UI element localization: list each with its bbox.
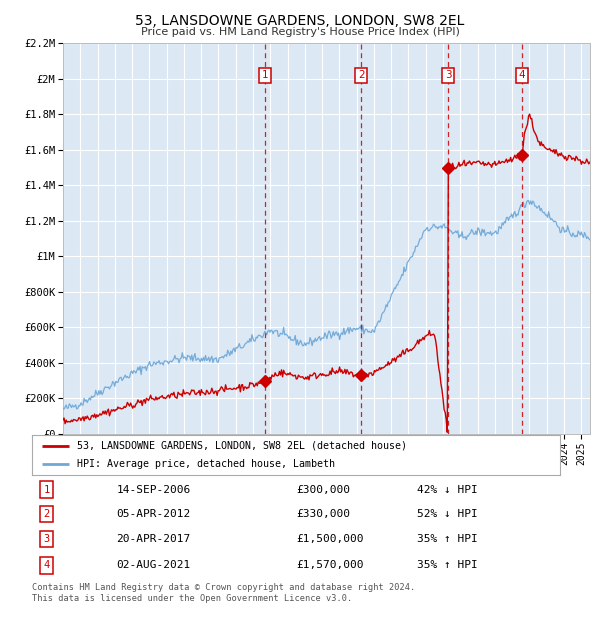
Text: 53, LANSDOWNE GARDENS, LONDON, SW8 2EL: 53, LANSDOWNE GARDENS, LONDON, SW8 2EL xyxy=(136,14,464,28)
Text: £1,570,000: £1,570,000 xyxy=(296,560,364,570)
Text: 42% ↓ HPI: 42% ↓ HPI xyxy=(417,485,478,495)
Text: HPI: Average price, detached house, Lambeth: HPI: Average price, detached house, Lamb… xyxy=(77,459,335,469)
Text: £300,000: £300,000 xyxy=(296,485,350,495)
Text: 52% ↓ HPI: 52% ↓ HPI xyxy=(417,509,478,519)
Text: 35% ↑ HPI: 35% ↑ HPI xyxy=(417,560,478,570)
Text: 4: 4 xyxy=(519,71,526,81)
Text: 3: 3 xyxy=(43,534,50,544)
Text: 3: 3 xyxy=(445,71,451,81)
Text: 2: 2 xyxy=(358,71,364,81)
Text: 4: 4 xyxy=(43,560,50,570)
Text: 35% ↑ HPI: 35% ↑ HPI xyxy=(417,534,478,544)
Text: 1: 1 xyxy=(43,485,50,495)
Text: 1: 1 xyxy=(262,71,269,81)
Text: £1,500,000: £1,500,000 xyxy=(296,534,364,544)
Text: 02-AUG-2021: 02-AUG-2021 xyxy=(116,560,191,570)
Text: Price paid vs. HM Land Registry's House Price Index (HPI): Price paid vs. HM Land Registry's House … xyxy=(140,27,460,37)
Text: This data is licensed under the Open Government Licence v3.0.: This data is licensed under the Open Gov… xyxy=(32,594,352,603)
Text: 20-APR-2017: 20-APR-2017 xyxy=(116,534,191,544)
Text: 14-SEP-2006: 14-SEP-2006 xyxy=(116,485,191,495)
Text: 53, LANSDOWNE GARDENS, LONDON, SW8 2EL (detached house): 53, LANSDOWNE GARDENS, LONDON, SW8 2EL (… xyxy=(77,441,407,451)
Text: Contains HM Land Registry data © Crown copyright and database right 2024.: Contains HM Land Registry data © Crown c… xyxy=(32,583,415,593)
Text: 05-APR-2012: 05-APR-2012 xyxy=(116,509,191,519)
Text: 2: 2 xyxy=(43,509,50,519)
Text: £330,000: £330,000 xyxy=(296,509,350,519)
